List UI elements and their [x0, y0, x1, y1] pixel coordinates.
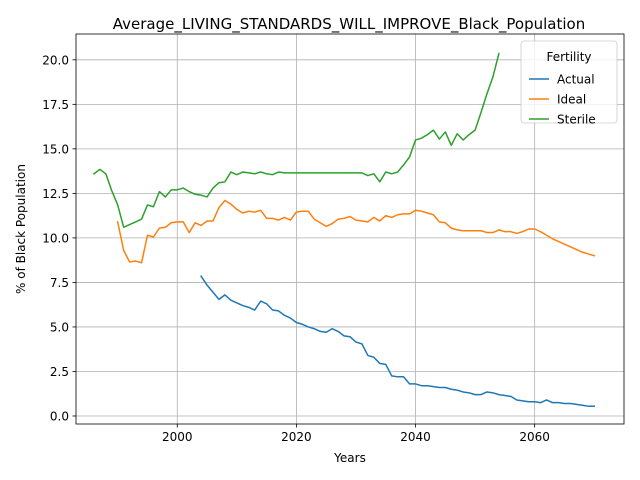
legend-box — [520, 40, 618, 124]
legend-title: Fertility — [546, 50, 591, 64]
x-tick-label: 2060 — [519, 430, 550, 444]
y-axis-label: % of Black Population — [14, 164, 28, 294]
chart-title: Average_LIVING_STANDARDS_WILL_IMPROVE_Bl… — [113, 15, 585, 34]
series-layer — [92, 52, 596, 407]
series-line-sterile — [92, 52, 500, 228]
legend-label-sterile: Sterile — [557, 113, 596, 127]
x-tick-label: 2020 — [281, 430, 312, 444]
legend-items: Actual Ideal Sterile — [529, 73, 596, 127]
y-tick-label: 5.0 — [50, 320, 69, 334]
y-tick-label: 2.5 — [50, 365, 69, 379]
x-tick-label: 2040 — [400, 430, 431, 444]
y-tick-label: 7.5 — [50, 276, 69, 290]
y-tick-label: 17.5 — [42, 98, 69, 112]
x-tick-label: 2000 — [162, 430, 193, 444]
series-line-actual — [200, 275, 595, 407]
legend-label-ideal: Ideal — [557, 93, 586, 107]
y-tick-label: 0.0 — [50, 409, 69, 423]
y-tick-label: 20.0 — [42, 53, 69, 67]
series-line-ideal — [116, 199, 596, 264]
y-tick-label: 12.5 — [42, 187, 69, 201]
plot-frame — [75, 33, 625, 425]
axis-ticks: 2000 2020 2040 2060 0.0 2.5 5.0 7.5 10.0 12.5 15.0… — [42, 53, 550, 444]
y-tick-label: 15.0 — [42, 142, 69, 156]
legend: Fertility Actual Ideal Sterile — [520, 40, 618, 127]
y-tick-label: 10.0 — [42, 231, 69, 245]
legend-label-actual: Actual — [557, 73, 595, 87]
gridlines — [76, 34, 624, 424]
x-axis-label: Years — [333, 451, 366, 465]
